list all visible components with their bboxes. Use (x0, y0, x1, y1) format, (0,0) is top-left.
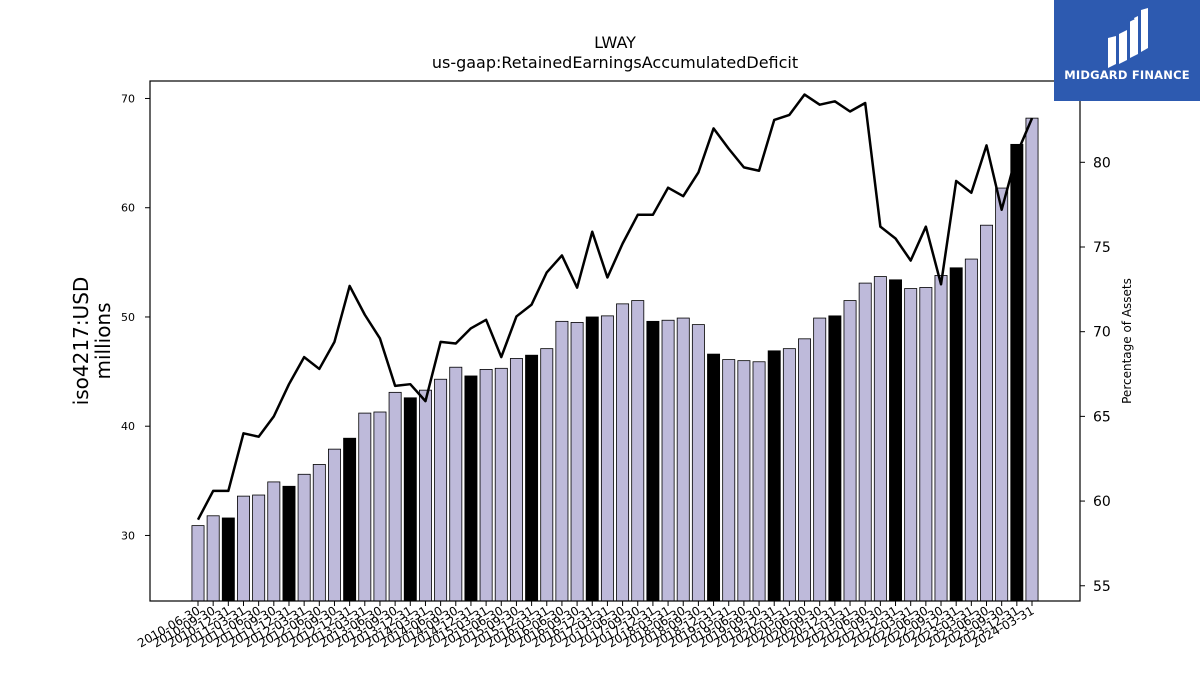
bar-2011-09-30 (267, 481, 281, 602)
y-axis-label-right: Percentage of Assets (1120, 278, 1134, 404)
bar-2023-12-31 (1010, 143, 1024, 602)
bar-2014-06-30 (434, 378, 448, 602)
bar-2013-12-31 (403, 397, 417, 602)
y-tick-label: 70 (121, 92, 135, 105)
bar-2018-03-31 (661, 319, 675, 602)
bar-2012-12-31 (343, 437, 357, 602)
bar-2015-06-30 (494, 367, 508, 602)
bar-2022-12-31 (949, 267, 963, 602)
bar-2019-03-31 (722, 359, 736, 602)
bar-2017-09-30 (631, 300, 645, 602)
bar-2020-12-31 (828, 315, 842, 602)
midgard-logo-icon (1108, 8, 1148, 68)
y-axis-left: 30 40 50 60 70 (121, 92, 150, 542)
bar-2022-03-31 (904, 288, 918, 602)
chart-title: LWAY (594, 33, 636, 52)
bar-2012-09-30 (328, 448, 341, 602)
bar-2023-03-31 (964, 258, 978, 602)
bar-2010-12-31 (221, 517, 235, 602)
bar-2017-06-30 (616, 303, 630, 602)
y-tick-label: 30 (121, 529, 135, 542)
bar-2018-09-30 (691, 324, 705, 602)
bar-2016-03-31 (540, 348, 554, 602)
bar-2015-09-30 (509, 358, 523, 602)
bar-2011-03-31 (237, 495, 250, 602)
bar-2015-12-31 (525, 354, 539, 602)
bar-2019-06-30 (737, 360, 751, 602)
bar-series (191, 117, 1039, 602)
midgard-finance-logo: MIDGARD FINANCE (1054, 0, 1200, 101)
logo-text: MIDGARD FINANCE (1064, 68, 1190, 82)
bar-2015-03-31 (479, 368, 493, 602)
y2-tick-label: 65 (1093, 409, 1111, 425)
bar-2021-12-31 (889, 279, 902, 602)
bar-2024-03-31 (1025, 117, 1039, 602)
bar-2021-09-30 (873, 276, 887, 602)
y2-tick-label: 75 (1093, 240, 1111, 256)
bar-2017-03-31 (600, 315, 614, 602)
plot-frame (149, 80, 1081, 602)
bar-2022-09-30 (934, 275, 948, 602)
bar-2021-03-31 (843, 300, 857, 602)
bar-2012-03-31 (297, 473, 311, 602)
bar-2023-06-30 (980, 224, 993, 602)
bar-2014-09-30 (449, 366, 463, 602)
bar-2020-09-30 (813, 317, 827, 602)
bar-2016-06-30 (555, 320, 569, 602)
bar-2013-03-31 (358, 412, 372, 602)
y2-tick-label: 70 (1093, 325, 1111, 341)
bar-2016-12-31 (585, 316, 599, 602)
bar-2020-06-30 (798, 338, 812, 602)
bar-2010-06-30 (191, 525, 205, 602)
y-axis-label-left: iso4217:USDmillions (69, 277, 115, 406)
bar-2011-12-31 (282, 485, 296, 602)
bar-2023-09-30 (995, 187, 1009, 602)
chart-subtitle: us-gaap:RetainedEarningsAccumulatedDefic… (432, 53, 798, 72)
y-axis-label-line: millions (91, 302, 115, 379)
bar-2018-06-30 (676, 317, 690, 602)
bar-2017-12-31 (646, 320, 660, 602)
bar-2010-09-30 (206, 515, 220, 602)
y2-tick-label: 60 (1093, 494, 1111, 510)
y-tick-label: 50 (121, 311, 135, 324)
y-tick-label: 60 (121, 202, 135, 215)
bar-2013-06-30 (373, 411, 387, 602)
bar-2013-09-30 (388, 391, 402, 602)
bar-2016-09-30 (570, 322, 584, 602)
bar-2014-12-31 (464, 375, 478, 602)
bar-2012-06-30 (312, 464, 326, 602)
bar-2019-09-30 (752, 361, 766, 602)
bar-2020-03-31 (782, 348, 796, 602)
y-axis-right: 55 60 65 70 75 80 (1080, 155, 1111, 595)
bar-2022-06-30 (919, 287, 933, 602)
x-axis: 2010-06-302010-09-302010-12-312011-03-31… (135, 601, 1037, 650)
bar-2011-06-30 (252, 494, 266, 602)
bar-2018-12-31 (707, 353, 721, 602)
bar-2019-12-31 (767, 350, 781, 602)
bar-2021-06-30 (858, 282, 872, 602)
y-axis-label-line: iso4217:USD (69, 277, 93, 406)
bar-2014-03-31 (418, 389, 432, 602)
percentage-line (196, 93, 1034, 521)
y2-tick-label: 80 (1093, 155, 1111, 171)
y2-tick-label: 55 (1093, 579, 1111, 595)
y-tick-label: 40 (121, 420, 135, 433)
